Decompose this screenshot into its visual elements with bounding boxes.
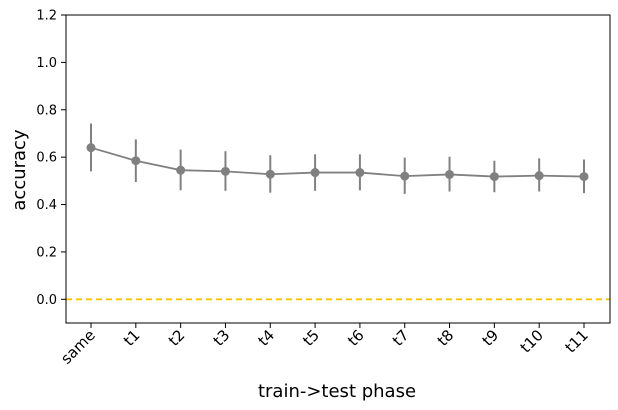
data-point-t11 [579,172,589,182]
data-point-t2 [176,165,186,175]
y-tick-label: 0.0 [36,293,57,308]
y-axis-ticks: 0.0 0.2 0.4 0.6 0.8 1.0 1.2 [36,9,66,308]
y-tick-label: 1.0 [36,56,57,71]
x-tick-label: t9 [479,326,503,350]
series-line [90,146,585,178]
data-point-t9 [489,172,499,182]
x-tick-label: t10 [517,326,547,356]
plot-frame [65,14,611,324]
data-point-t10 [534,171,544,181]
x-tick-label: t4 [254,326,278,350]
y-axis-title: accuracy [9,129,30,211]
data-point-t3 [220,166,230,176]
x-tick-label: t3 [210,326,234,350]
data-point-t5 [310,168,320,178]
x-axis-title: train->test phase [258,381,416,402]
x-tick-label: t6 [344,326,368,350]
x-tick-label: t8 [434,326,458,350]
x-tick-label: t1 [120,326,144,350]
x-tick-label: same [57,326,99,368]
y-tick-label: 0.4 [36,198,57,213]
data-point-same [86,143,96,153]
x-tick-label: t5 [299,326,323,350]
x-tick-label: t7 [389,326,413,350]
y-tick-label: 1.2 [36,9,57,24]
plot-area [65,14,611,324]
data-point-t7 [400,171,410,181]
y-tick-label: 0.8 [36,103,57,118]
data-point-t4 [265,169,275,179]
x-tick-label: t11 [561,326,591,356]
data-point-t8 [445,169,455,179]
data-point-t6 [355,168,365,178]
y-tick-label: 0.6 [36,151,57,166]
data-point-t1 [131,156,141,166]
y-tick-label: 0.2 [36,245,57,260]
x-axis-ticks: same t1 t2 t3 t4 t5 t6 t7 t8 t9 t10 t11 [57,323,592,368]
x-tick-label: t2 [165,326,189,350]
